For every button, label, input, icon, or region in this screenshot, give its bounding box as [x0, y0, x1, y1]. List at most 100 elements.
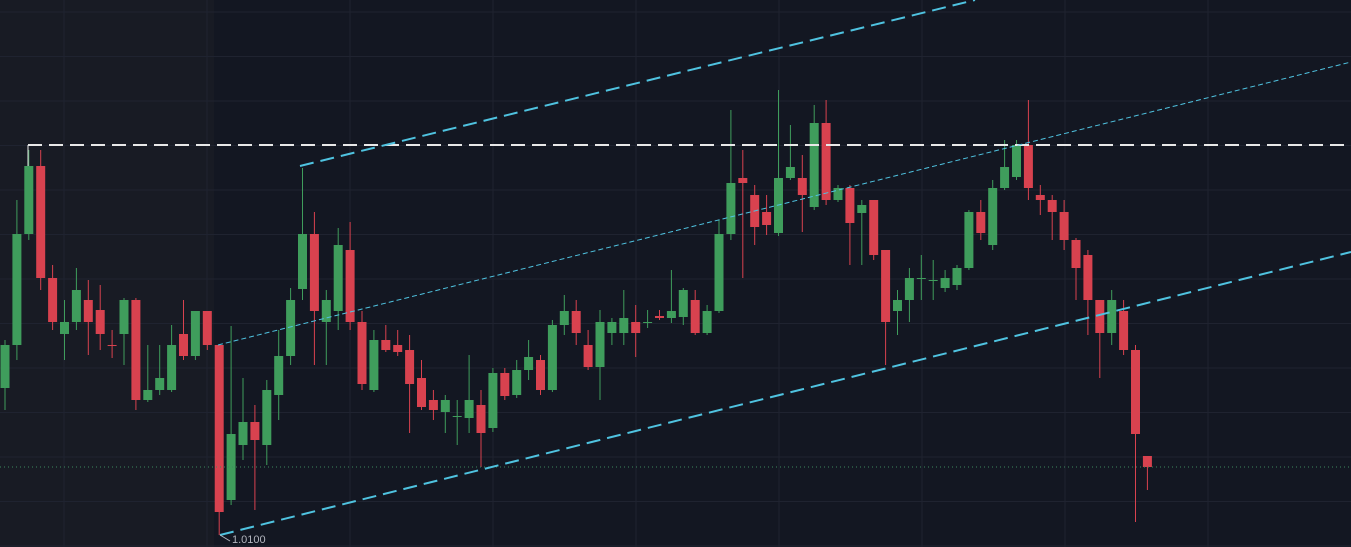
candle-body — [321, 300, 331, 322]
candle-body — [571, 311, 581, 333]
candle-body — [857, 205, 867, 213]
candle-body — [1095, 300, 1105, 333]
candle-body — [1035, 195, 1045, 200]
candle-body — [666, 311, 676, 318]
candle-body — [845, 188, 855, 223]
candle-body — [226, 434, 236, 500]
candle-body — [690, 300, 700, 333]
candle-body — [738, 178, 748, 183]
candle-body — [928, 280, 938, 281]
candle-body — [547, 325, 557, 390]
candle-body — [964, 212, 974, 268]
candle-body — [369, 340, 379, 390]
candle-body — [179, 334, 188, 356]
candle-body — [71, 290, 81, 322]
candle-body — [131, 300, 141, 400]
candle-body — [1107, 300, 1117, 333]
candle-body — [869, 200, 879, 255]
candles — [0, 90, 1152, 535]
candle-body — [214, 345, 224, 512]
candle-body — [821, 123, 831, 200]
highlight-region — [0, 0, 214, 547]
candle-body — [952, 268, 962, 285]
candle-body — [1059, 212, 1069, 240]
candle-body — [345, 250, 355, 322]
candle-body — [655, 316, 664, 318]
candle-body — [559, 311, 569, 325]
candle-body — [119, 300, 129, 334]
candle-body — [893, 300, 902, 311]
channel-middle — [217, 61, 1351, 346]
candle-body — [619, 318, 629, 333]
candle-body — [48, 278, 58, 322]
candle-body — [167, 345, 177, 390]
candle-body — [916, 278, 926, 279]
candle-body — [881, 250, 891, 322]
candle-body — [202, 311, 212, 345]
candle-body — [785, 167, 795, 178]
candle-body — [678, 290, 688, 317]
candle-body — [250, 422, 260, 440]
candle-body — [36, 166, 46, 278]
candle-body — [274, 356, 284, 395]
label-leader — [219, 534, 231, 542]
candle-body — [143, 390, 153, 400]
candle-body — [309, 234, 319, 311]
candle-body — [428, 400, 438, 410]
candle-body — [1000, 167, 1010, 188]
candle-body — [1023, 145, 1033, 188]
candle-body — [512, 370, 522, 395]
candle-body — [500, 373, 510, 396]
candle-body — [762, 212, 772, 225]
candle-body — [286, 300, 296, 356]
candle-body — [583, 345, 593, 367]
candle-body — [1071, 240, 1081, 268]
candle-body — [797, 178, 807, 195]
candle-body — [904, 278, 914, 300]
candle-body — [107, 345, 117, 346]
candle-body — [714, 234, 724, 311]
candle-body — [405, 350, 415, 384]
candle-body — [643, 322, 653, 323]
candle-body — [1131, 350, 1140, 434]
candle-body — [262, 390, 272, 445]
candle-body — [333, 245, 343, 311]
candle-body — [12, 234, 22, 345]
candle-body — [1142, 456, 1152, 467]
candle-body — [476, 405, 486, 433]
candle-body — [1012, 145, 1021, 177]
candle-body — [1083, 255, 1093, 300]
candle-body — [83, 300, 93, 322]
candle-body — [524, 357, 534, 370]
candle-body — [381, 340, 391, 350]
candle-body — [1119, 311, 1129, 350]
candle-body — [0, 345, 10, 388]
candle-body — [833, 188, 843, 200]
candle-body — [726, 183, 736, 234]
candle-body — [940, 278, 950, 288]
candle-body — [988, 188, 998, 245]
candle-body — [452, 416, 462, 417]
candle-body — [155, 378, 165, 390]
candle-body — [607, 322, 617, 333]
candle-body — [488, 373, 498, 428]
candle-body — [190, 311, 200, 356]
candle-body — [976, 212, 986, 233]
candle-body — [595, 322, 605, 367]
channel-lower — [219, 251, 1351, 536]
candle-body — [298, 234, 307, 289]
candle-body — [809, 123, 819, 207]
candle-body — [238, 422, 248, 445]
candle-body — [536, 360, 545, 390]
candle-body — [95, 310, 105, 334]
candle-body — [357, 322, 367, 384]
candle-body — [464, 400, 474, 418]
candle-body — [393, 345, 403, 352]
candle-body — [440, 400, 450, 412]
candle-body — [60, 322, 69, 334]
